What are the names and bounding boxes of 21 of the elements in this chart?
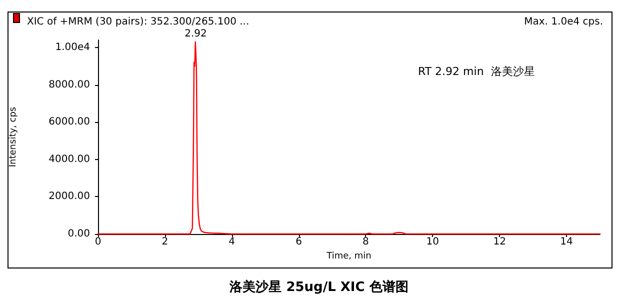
x-tick-label: 12 [493, 236, 506, 248]
chart-subtitle: Max. 1.0e4 cps. [524, 16, 604, 28]
x-tick-label: 0 [94, 236, 102, 248]
y-axis-title: Intensity, cps [8, 106, 18, 168]
y-tick-label: 1.00e4 [55, 42, 90, 53]
annotation: 2.92 [184, 28, 207, 40]
x-tick-label: 6 [296, 236, 302, 248]
x-tick-label: 8 [362, 236, 369, 248]
y-tick-label: 4000.00 [48, 154, 90, 165]
text: 洛美沙星 25ug/L XIC 色谱图 [228, 279, 408, 295]
x-axis-title: Time, min [326, 251, 372, 262]
chart-title: XIC of +MRM (30 pairs): 352.300/265.100 ... [27, 16, 250, 28]
x-tick-label: 14 [560, 236, 573, 248]
x-tick-label: 10 [426, 236, 440, 248]
y-tick-label: 8000.00 [48, 79, 90, 90]
y-tick-label: 0.00 [68, 228, 90, 240]
x-tick-label: 2 [162, 236, 168, 248]
annotation: RT 2.92 min 洛美沙星 [418, 65, 535, 78]
y-tick-label: 6000.00 [48, 116, 90, 128]
x-tick-label: 4 [228, 236, 236, 248]
y-tick-label: 2000.00 [48, 191, 90, 202]
